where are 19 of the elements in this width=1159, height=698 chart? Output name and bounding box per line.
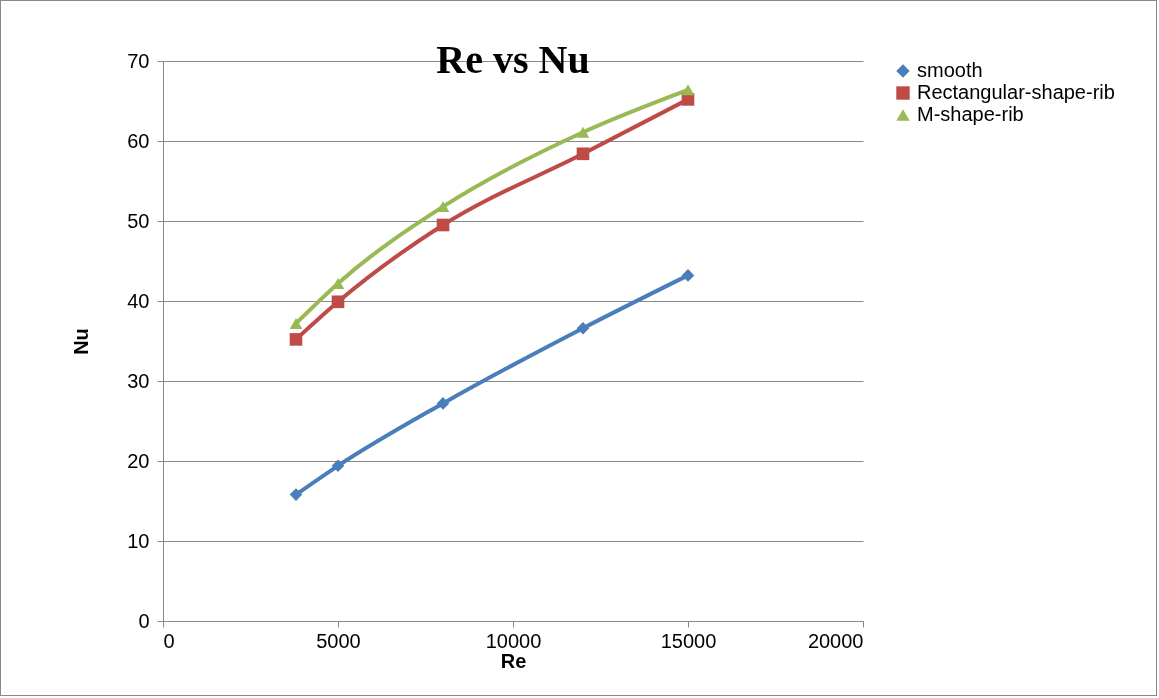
legend-label: Rectangular-shape-rib [917,81,1115,103]
y-tick-label: 50 [127,209,150,232]
y-tick-label: 20 [127,449,150,472]
y-tick-label: 30 [127,369,150,392]
x-tick-label: 0 [163,629,175,652]
legend-label: smooth [917,59,983,81]
x-axis-title: Re [500,649,527,672]
legend-label: M-shape-rib [917,103,1024,125]
x-tick-label: 10000 [485,629,542,652]
y-axis-title: Nu [70,328,93,355]
y-tick-label: 40 [127,289,150,312]
x-tick-label: 15000 [660,629,717,652]
x-tick-label: 5000 [316,629,361,652]
y-tick-label: 70 [127,49,150,72]
y-tick-label: 0 [138,609,150,632]
x-tick-label: 20000 [807,629,864,652]
chart-title: Re vs Nu [436,37,590,82]
y-tick-label: 60 [127,129,150,152]
y-tick-label: 10 [127,529,150,552]
